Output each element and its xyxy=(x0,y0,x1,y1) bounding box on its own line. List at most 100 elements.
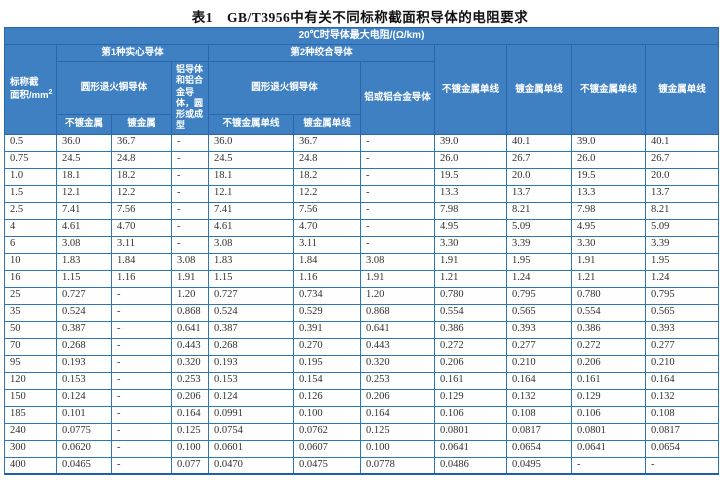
table-row: 16 1.15 1.16 1.91 1.15 1.16 1.91 1.21 1.24 1.21 1.… xyxy=(4,269,720,288)
cell-resistance-value: 0.0817 xyxy=(644,422,720,441)
cell-resistance-value: 0.868 xyxy=(171,303,209,322)
column-header-aluminum-stranded: 铝或铝合金导体 xyxy=(360,61,435,135)
resistance-table-container: 20℃时导体最大电阻/(Ω/km) 标称截 面积/mm2 第1种实心导体 第2种… xyxy=(3,27,720,475)
cell-nominal-area: 1.0 xyxy=(4,167,57,186)
cell-resistance-value: 1.91 xyxy=(571,252,646,271)
table-row: 0.75 24.5 24.8-24.5 24.8-26.0 26.7 26.0 26.7 xyxy=(4,150,720,169)
cell-resistance-value: 0.161 xyxy=(571,371,646,390)
cell-resistance-value: - xyxy=(111,320,172,339)
table-body: 0.5 36.0 36.7-36.0 36.7-39.0 40.1 39.0 40.1 0.7… xyxy=(4,133,720,475)
cell-resistance-value: - xyxy=(111,337,172,356)
cell-resistance-value: 0.253 xyxy=(360,371,435,390)
cell-resistance-value: 0.727 xyxy=(208,286,294,305)
cell-resistance-value: - xyxy=(360,167,435,186)
cell-resistance-value: 1.20 xyxy=(360,286,435,305)
table-row: 6 3.08 3.11-3.08 3.11-3.30 3.39 3.30 3.39 xyxy=(4,235,720,254)
column-header-plated: 镀金属 xyxy=(111,113,172,135)
cell-resistance-value: 0.132 xyxy=(506,388,572,407)
cell-resistance-value: 4.95 xyxy=(434,218,507,237)
cell-resistance-value: 20.0 xyxy=(644,167,720,186)
cell-resistance-value: 0.077 xyxy=(171,456,209,475)
table-row: 95 0.193-0.320 0.193 0.195 0.320 0.206 0.210 0.… xyxy=(4,354,720,373)
cell-resistance-value: 0.0641 xyxy=(434,439,507,458)
cell-resistance-value: 1.15 xyxy=(208,269,294,288)
cell-resistance-value: - xyxy=(111,371,172,390)
cell-nominal-area: 6 xyxy=(4,235,57,254)
cell-resistance-value: 0.164 xyxy=(506,371,572,390)
cell-resistance-value: 0.193 xyxy=(208,354,294,373)
cell-resistance-value: 0.795 xyxy=(506,286,572,305)
cell-resistance-value: 0.206 xyxy=(171,388,209,407)
cell-nominal-area: 10 xyxy=(4,252,57,271)
cell-resistance-value: 0.641 xyxy=(171,320,209,339)
cell-resistance-value: - xyxy=(360,184,435,203)
cell-resistance-value: 0.565 xyxy=(506,303,572,322)
cell-resistance-value: 0.125 xyxy=(360,422,435,441)
cell-resistance-value: 1.84 xyxy=(293,252,361,271)
cell-resistance-value: 5.09 xyxy=(506,218,572,237)
table-row: 50 0.387-0.641 0.387 0.391 0.641 0.386 0.393 0.… xyxy=(4,320,720,339)
cell-resistance-value: 0.0654 xyxy=(644,439,720,458)
cell-resistance-value: - xyxy=(171,184,209,203)
cell-resistance-value: - xyxy=(360,150,435,169)
cell-resistance-value: 0.164 xyxy=(644,371,720,390)
cell-resistance-value: 1.24 xyxy=(644,269,720,288)
cell-resistance-value: 4.70 xyxy=(293,218,361,237)
cell-resistance-value: - xyxy=(111,456,172,475)
cell-resistance-value: 3.11 xyxy=(111,235,172,254)
cell-resistance-value: 0.101 xyxy=(56,405,112,424)
cell-resistance-value: 18.2 xyxy=(293,167,361,186)
cell-resistance-value: 0.320 xyxy=(171,354,209,373)
cell-resistance-value: 0.270 xyxy=(293,337,361,356)
cell-nominal-area: 185 xyxy=(4,405,57,424)
table-row: 400 0.0465-0.077 0.0470 0.0475 0.0778 0.0486 0… xyxy=(4,456,720,475)
cell-resistance-value: 0.795 xyxy=(644,286,720,305)
cell-resistance-value: 3.30 xyxy=(571,235,646,254)
cell-resistance-value: 26.7 xyxy=(644,150,720,169)
cell-resistance-value: 0.125 xyxy=(171,422,209,441)
cell-resistance-value: 1.91 xyxy=(434,252,507,271)
cell-resistance-value: 39.0 xyxy=(571,133,646,152)
table-row: 25 0.727-1.20 0.727 0.734 1.20 0.780 0.795 0.78… xyxy=(4,286,720,305)
cell-resistance-value: 7.98 xyxy=(571,201,646,220)
cell-resistance-value: 40.1 xyxy=(644,133,720,152)
cell-resistance-value: 0.193 xyxy=(56,354,112,373)
cell-resistance-value: 1.95 xyxy=(506,252,572,271)
cell-resistance-value: 0.108 xyxy=(506,405,572,424)
cell-resistance-value: 0.0654 xyxy=(506,439,572,458)
cell-resistance-value: 12.1 xyxy=(56,184,112,203)
cell-resistance-value: 0.0475 xyxy=(293,456,361,475)
cell-resistance-value: 0.272 xyxy=(571,337,646,356)
cell-resistance-value: 0.154 xyxy=(293,371,361,390)
cell-resistance-value: - xyxy=(171,167,209,186)
table-row: 1.5 12.1 12.2-12.1 12.2-13.3 13.7 13.3 13.7 xyxy=(4,184,720,203)
cell-nominal-area: 400 xyxy=(4,456,57,475)
cell-resistance-value: 0.0817 xyxy=(506,422,572,441)
table-row: 2.5 7.41 7.56-7.41 7.56-7.98 8.21 7.98 8.21 xyxy=(4,201,720,220)
cell-nominal-area: 35 xyxy=(4,303,57,322)
cell-resistance-value: 1.95 xyxy=(644,252,720,271)
cell-resistance-value: 0.0470 xyxy=(208,456,294,475)
cell-nominal-area: 70 xyxy=(4,337,57,356)
cell-resistance-value: 1.20 xyxy=(171,286,209,305)
cell-resistance-value: 0.0775 xyxy=(56,422,112,441)
cell-resistance-value: 3.08 xyxy=(56,235,112,254)
cell-resistance-value: 0.268 xyxy=(56,337,112,356)
cell-resistance-value: 39.0 xyxy=(434,133,507,152)
cell-resistance-value: 3.08 xyxy=(208,235,294,254)
cell-resistance-value: 0.106 xyxy=(571,405,646,424)
cell-resistance-value: 0.0991 xyxy=(208,405,294,424)
cell-resistance-value: 0.268 xyxy=(208,337,294,356)
cell-resistance-value: 0.0778 xyxy=(360,456,435,475)
cell-resistance-value: 0.391 xyxy=(293,320,361,339)
cell-nominal-area: 150 xyxy=(4,388,57,407)
cell-resistance-value: 0.108 xyxy=(644,405,720,424)
cell-resistance-value: 0.529 xyxy=(293,303,361,322)
cell-resistance-value: 1.21 xyxy=(434,269,507,288)
cell-resistance-value: 7.41 xyxy=(208,201,294,220)
cell-resistance-value: 0.386 xyxy=(434,320,507,339)
cell-resistance-value: - xyxy=(111,439,172,458)
column-header-unplated-single: 不镀金属单线 xyxy=(208,113,294,135)
cell-resistance-value: 0.0486 xyxy=(434,456,507,475)
column-subgroup-annealed-copper-1: 圆形退火铜导体 xyxy=(56,61,172,115)
